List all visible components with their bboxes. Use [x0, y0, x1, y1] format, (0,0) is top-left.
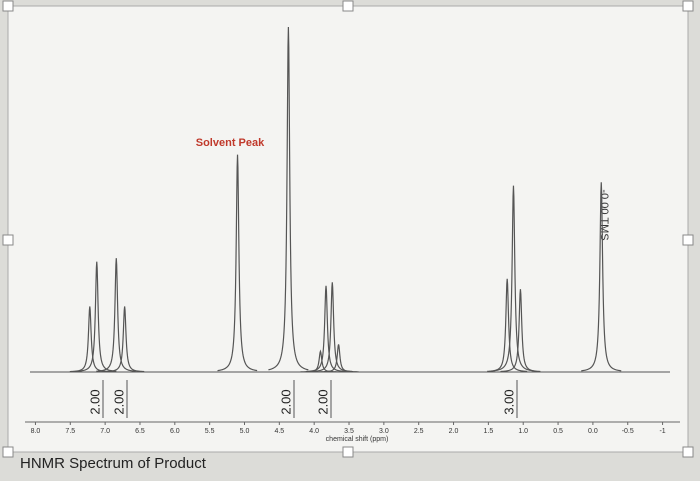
x-tick-label: 2.5	[414, 428, 424, 435]
x-tick-label: 5.0	[240, 428, 250, 435]
x-tick-label: 3.0	[379, 428, 389, 435]
peak	[581, 182, 622, 372]
x-tick-label: 6.0	[170, 428, 180, 435]
peak	[96, 258, 136, 372]
caption: HNMR Spectrum of Product	[20, 455, 207, 472]
x-tick-label: 0.0	[588, 428, 598, 435]
peak	[76, 261, 117, 372]
integral-label: 2.00	[315, 389, 330, 414]
x-tick-label: 4.0	[309, 428, 319, 435]
x-tick-label: 8.0	[31, 428, 41, 435]
integral-label: 2.00	[87, 389, 102, 414]
frame	[7, 5, 689, 453]
peak	[500, 289, 541, 373]
x-tick-label: 5.5	[205, 428, 215, 435]
integral-label: 2.00	[111, 389, 126, 414]
x-tick-label: 6.5	[135, 428, 145, 435]
x-tick-label: 3.5	[344, 428, 354, 435]
frame-handles	[2, 0, 694, 458]
solvent-label: Solvent Peak	[196, 137, 265, 149]
x-tick-label: 7.5	[65, 428, 75, 435]
peak	[268, 26, 309, 371]
peak	[217, 154, 258, 372]
x-tick-label: -1	[659, 428, 665, 435]
x-tick-label: -0.5	[622, 428, 634, 435]
x-tick-label: 7.0	[100, 428, 110, 435]
x-tick-label: 4.5	[274, 428, 284, 435]
integral-label: 3.00	[501, 389, 516, 414]
peak	[104, 306, 145, 373]
x-tick-label: 1.5	[484, 428, 494, 435]
integral-label: 2.00	[278, 389, 293, 414]
peak	[305, 285, 347, 373]
x-tick-label: 0.5	[553, 428, 563, 435]
peak	[318, 344, 359, 373]
x-tick-label: 1.0	[518, 428, 528, 435]
x-axis-label: chemical shift (ppm)	[326, 436, 389, 443]
x-tick-label: 2.0	[449, 428, 459, 435]
peak	[493, 185, 534, 372]
